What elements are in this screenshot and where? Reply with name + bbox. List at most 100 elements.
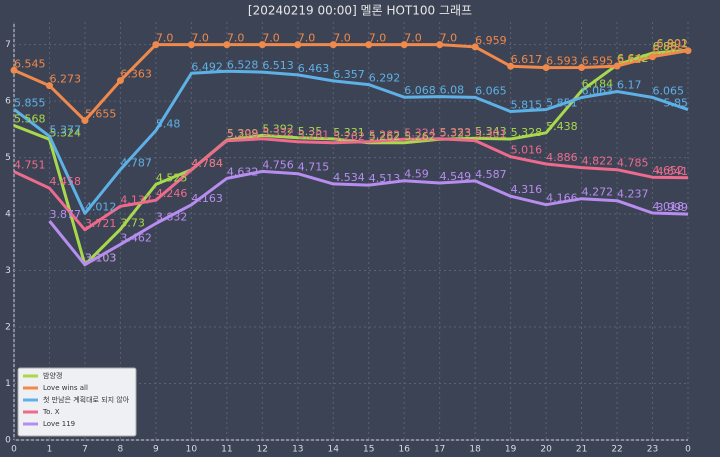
- data-label: 5.331: [333, 126, 365, 139]
- data-label: 6.595: [582, 54, 614, 67]
- x-tick-label: 20: [540, 445, 552, 455]
- data-label: 4.751: [14, 159, 46, 172]
- data-label: 4.246: [156, 187, 188, 200]
- data-label: 6.292: [369, 72, 401, 85]
- data-label: 3.103: [85, 252, 117, 265]
- x-tick-label: 0: [11, 445, 17, 455]
- point: [187, 41, 195, 49]
- y-tick-label: 0: [5, 436, 11, 446]
- x-tick-label: 18: [469, 445, 481, 455]
- point: [152, 41, 160, 49]
- data-label: 6.513: [262, 59, 294, 72]
- data-label: 4.018: [653, 200, 685, 213]
- point: [684, 47, 692, 55]
- data-label: 6.545: [14, 57, 46, 70]
- data-label: 6.065: [653, 84, 685, 97]
- data-label: 5.333: [440, 126, 472, 139]
- data-label: 5.262: [333, 130, 365, 143]
- y-tick-label: 7: [5, 40, 11, 50]
- x-tick-label: 9: [153, 445, 159, 455]
- legend-label: Love 119: [43, 420, 75, 428]
- data-label: 4.632: [227, 165, 259, 178]
- data-label: 7.0: [262, 32, 280, 45]
- data-label: 5.262: [404, 130, 436, 143]
- point: [400, 41, 408, 49]
- point: [365, 41, 373, 49]
- data-label: 5.301: [475, 128, 507, 141]
- x-tick-label: 13: [292, 445, 303, 455]
- x-tick-label: 23: [647, 445, 658, 455]
- data-label: 6.08: [440, 84, 465, 97]
- data-label: 4.458: [49, 175, 80, 188]
- x-tick-label: 16: [398, 445, 410, 455]
- data-label: 6.62: [617, 53, 642, 66]
- y-tick-label: 6: [5, 97, 11, 107]
- data-label: 4.163: [191, 192, 223, 205]
- data-label: 4.166: [546, 192, 578, 205]
- data-label: 5.332: [262, 126, 294, 139]
- y-tick-label: 4: [5, 210, 11, 220]
- data-label: 7.0: [156, 32, 174, 45]
- data-label: 7.0: [191, 32, 209, 45]
- data-label: 6.063: [582, 85, 614, 98]
- data-label: 4.534: [333, 171, 365, 184]
- data-label: 3.103: [85, 252, 117, 265]
- data-label: 7.0: [404, 32, 422, 45]
- data-label: 7.0: [440, 32, 458, 45]
- data-label: 4.785: [617, 157, 649, 170]
- data-label: 4.587: [475, 168, 507, 181]
- data-label: 5.655: [85, 108, 117, 121]
- data-label: 4.784: [191, 157, 223, 170]
- data-label: 3.721: [85, 217, 117, 230]
- x-tick-label: 8: [118, 445, 124, 455]
- data-label: 5.855: [14, 96, 46, 109]
- data-label: 6.785: [653, 44, 685, 57]
- x-tick-label: 1: [47, 445, 53, 455]
- data-label: 4.641: [657, 165, 689, 178]
- chart-title: [20240219 00:00] 멜론 HOT100 그래프: [248, 4, 472, 18]
- data-label: 5.281: [298, 129, 330, 142]
- data-label: 5.324: [49, 126, 80, 139]
- data-label: 4.316: [511, 183, 543, 196]
- point: [578, 63, 586, 71]
- data-label: 6.617: [511, 53, 543, 66]
- series-line: [13, 137, 689, 232]
- point: [294, 41, 302, 49]
- data-label: 6.528: [227, 58, 259, 71]
- data-label: 4.525: [156, 171, 188, 184]
- data-label: 5.343: [475, 125, 507, 138]
- point: [436, 41, 444, 49]
- data-label: 5.48: [156, 117, 181, 130]
- data-label: 6.363: [120, 68, 152, 81]
- point: [81, 117, 89, 125]
- legend-box: [17, 367, 137, 437]
- data-label: 6.357: [333, 68, 365, 81]
- legend-label: Love wins all: [43, 384, 88, 392]
- data-label: 6.901: [657, 37, 689, 50]
- data-label: 7.0: [333, 32, 351, 45]
- data-label: 3.832: [156, 211, 188, 224]
- y-tick-label: 2: [5, 323, 11, 333]
- point: [542, 64, 550, 72]
- data-label: 5.324: [404, 126, 436, 139]
- data-label: 4.272: [582, 186, 614, 199]
- x-tick-label: 15: [363, 445, 374, 455]
- data-label: 4.886: [546, 151, 578, 164]
- point: [45, 82, 53, 90]
- data-label: 5.851: [546, 96, 578, 109]
- data-label: 5.016: [511, 144, 543, 157]
- data-label: 4.756: [262, 158, 294, 171]
- x-tick-label: 21: [576, 445, 587, 455]
- data-label: 7.0: [227, 32, 245, 45]
- data-label: 4.513: [369, 172, 401, 185]
- point: [507, 62, 515, 70]
- data-label: 5.438: [546, 120, 578, 133]
- x-tick-label: 10: [186, 445, 198, 455]
- data-label: 5.328: [511, 126, 543, 139]
- legend-label: To. X: [42, 408, 60, 416]
- data-label: 5.298: [227, 128, 259, 141]
- data-label: 5.815: [511, 99, 543, 112]
- data-label: 6.492: [191, 60, 223, 73]
- x-tick-label: 12: [257, 445, 268, 455]
